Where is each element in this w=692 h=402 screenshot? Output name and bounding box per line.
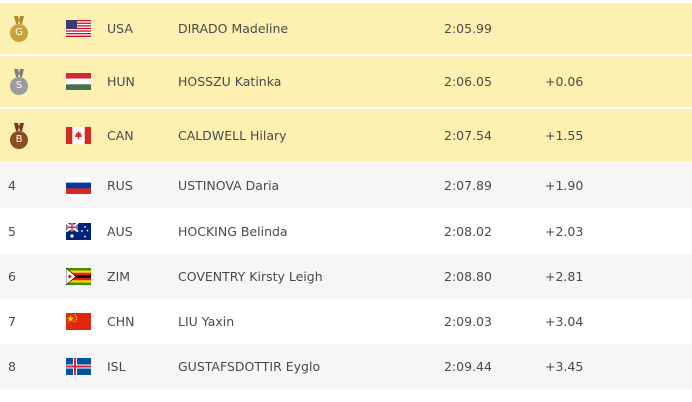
rank: 4 — [8, 178, 16, 193]
country: RUS — [107, 178, 133, 193]
silver-medal: S — [9, 68, 29, 95]
rank: 6 — [8, 269, 16, 284]
time-behind: +0.06 — [545, 74, 584, 89]
gold-medal: G — [9, 15, 29, 42]
country: CHN — [107, 314, 135, 329]
time: 2:08.02 — [444, 224, 492, 239]
rank: B — [15, 133, 23, 145]
country: AUS — [107, 224, 133, 239]
flag — [66, 127, 91, 144]
country: HUN — [107, 74, 135, 89]
result-row: 8 ISL GUSTAFSDOTTIR Eyglo 2:09.44 +3.45 — [0, 344, 692, 389]
result-row: 5 AUS HOCKING Belinda 2:08.02 +2.03 — [0, 209, 692, 254]
result-row: S HUN HOSSZU Katinka 2:06.05 +0.06 — [0, 56, 692, 107]
country: ISL — [107, 359, 126, 374]
time: 2:05.99 — [444, 21, 492, 36]
rank: 8 — [8, 359, 16, 374]
athlete: CALDWELL Hilary — [178, 128, 287, 143]
bronze-medal: B — [9, 122, 29, 149]
athlete: USTINOVA Daria — [178, 178, 280, 193]
athlete: DIRADO Madeline — [178, 21, 289, 36]
time-behind: +1.90 — [545, 178, 584, 193]
result-row: 7 CHN LIU Yaxin 2:09.03 +3.04 — [0, 299, 692, 344]
country: CAN — [107, 128, 134, 143]
time-behind: +3.04 — [545, 314, 584, 329]
athlete: COVENTRY Kirsty Leigh — [178, 269, 323, 284]
result-row: 4 RUS USTINOVA Daria 2:07.89 +1.90 — [0, 163, 692, 208]
flag — [66, 223, 91, 240]
flag — [66, 268, 91, 285]
time: 2:07.89 — [444, 178, 492, 193]
athlete: HOCKING Belinda — [178, 224, 288, 239]
result-row: 6 ZIM COVENTRY Kirsty Leigh 2:08.80 +2.81 — [0, 254, 692, 299]
result-row: G USA DIRADO Madeline 2:05.99 — [0, 3, 692, 54]
rank: 5 — [8, 224, 16, 239]
result-row: B CAN CALDWELL Hilary 2:07.54 +1.55 — [0, 109, 692, 162]
athlete: GUSTAFSDOTTIR Eyglo — [178, 359, 321, 374]
flag — [66, 73, 91, 90]
rank: G — [15, 26, 23, 38]
athlete: HOSSZU Katinka — [178, 74, 282, 89]
time-behind: +3.45 — [545, 359, 584, 374]
time: 2:07.54 — [444, 128, 492, 143]
time-behind: +2.03 — [545, 224, 584, 239]
time: 2:09.03 — [444, 314, 492, 329]
flag — [66, 358, 91, 375]
flag — [66, 313, 91, 330]
time-behind: +2.81 — [545, 269, 584, 284]
country: ZIM — [107, 269, 131, 284]
time: 2:06.05 — [444, 74, 492, 89]
time-behind: +1.55 — [545, 128, 584, 143]
time: 2:08.80 — [444, 269, 492, 284]
rank: S — [15, 79, 23, 91]
time: 2:09.44 — [444, 359, 492, 374]
flag — [66, 177, 91, 194]
athlete: LIU Yaxin — [178, 314, 235, 329]
country: USA — [107, 21, 133, 36]
flag — [66, 20, 91, 37]
rank: 7 — [8, 314, 16, 329]
